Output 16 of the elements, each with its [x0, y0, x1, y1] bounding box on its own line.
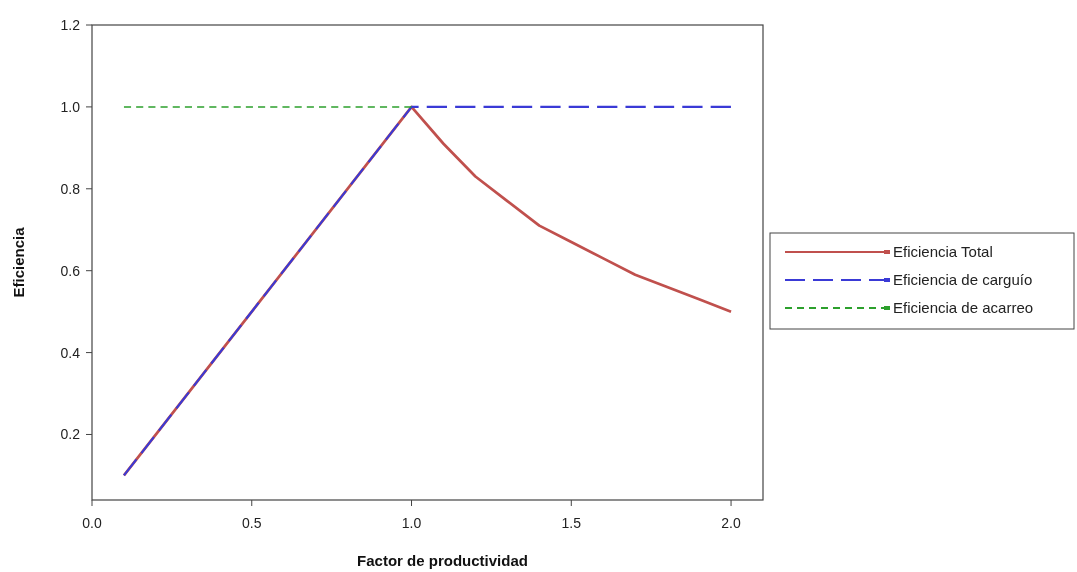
- legend-label: Eficiencia Total: [893, 243, 993, 260]
- y-tick-label: 0.2: [60, 426, 81, 443]
- y-tick-label: 0.4: [60, 344, 81, 361]
- y-tick-label: 1.2: [60, 17, 81, 33]
- x-axis-title: Factor de productividad: [357, 552, 528, 569]
- y-tick-label: 0.6: [60, 262, 81, 279]
- x-tick-label: 2.0: [721, 515, 741, 531]
- legend-label: Eficiencia de acarreo: [893, 299, 1034, 316]
- x-tick-label: 1.0: [401, 515, 422, 531]
- x-tick-label: 0.0: [82, 515, 102, 531]
- y-tick-label: 1.0: [60, 98, 81, 115]
- y-axis-title: Eficiencia: [10, 226, 27, 298]
- y-tick-label: 0.8: [60, 180, 81, 197]
- x-tick-label: 1.5: [561, 515, 582, 531]
- x-tick-label: 0.5: [242, 515, 262, 531]
- legend-label: Eficiencia de carguío: [893, 271, 1033, 288]
